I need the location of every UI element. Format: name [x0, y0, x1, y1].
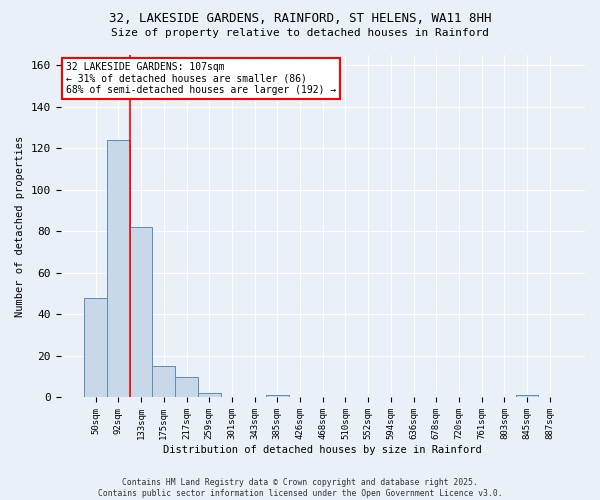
Bar: [198, 394, 221, 398]
Bar: [130, 228, 152, 398]
Text: 32, LAKESIDE GARDENS, RAINFORD, ST HELENS, WA11 8HH: 32, LAKESIDE GARDENS, RAINFORD, ST HELEN…: [109, 12, 491, 26]
X-axis label: Distribution of detached houses by size in Rainford: Distribution of detached houses by size …: [163, 445, 482, 455]
Bar: [107, 140, 130, 398]
Text: Size of property relative to detached houses in Rainford: Size of property relative to detached ho…: [111, 28, 489, 38]
Bar: [85, 298, 107, 398]
Bar: [152, 366, 175, 398]
Y-axis label: Number of detached properties: Number of detached properties: [15, 136, 25, 317]
Bar: [266, 396, 289, 398]
Text: Contains HM Land Registry data © Crown copyright and database right 2025.
Contai: Contains HM Land Registry data © Crown c…: [98, 478, 502, 498]
Bar: [175, 376, 198, 398]
Text: 32 LAKESIDE GARDENS: 107sqm
← 31% of detached houses are smaller (86)
68% of sem: 32 LAKESIDE GARDENS: 107sqm ← 31% of det…: [66, 62, 336, 95]
Bar: [516, 396, 538, 398]
